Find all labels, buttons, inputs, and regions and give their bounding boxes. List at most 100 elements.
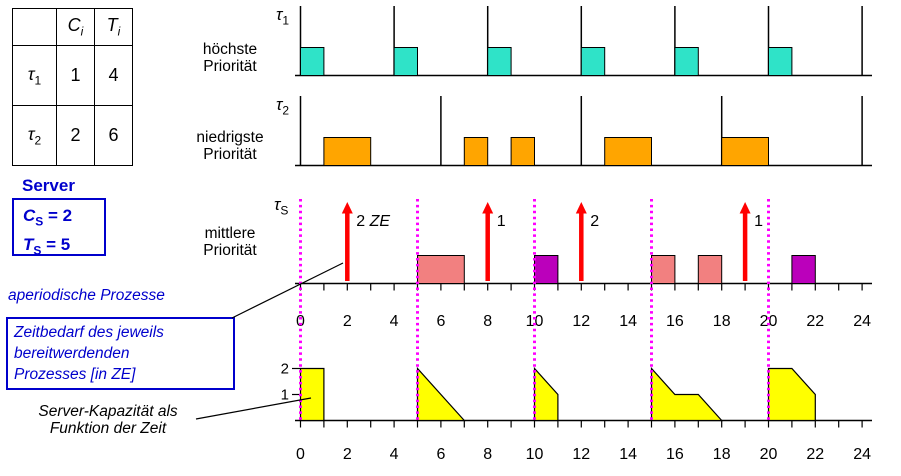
- capacity-axis-label: 18: [713, 446, 731, 463]
- capacity-polygon: [650, 366, 724, 422]
- tau1-exec-block: [580, 47, 606, 76]
- arrival-amount-label: 1: [497, 213, 506, 230]
- capacity-axis-label: 2: [343, 446, 352, 463]
- priority-line: niedrigste: [196, 129, 264, 146]
- priority-line: höchste: [202, 41, 258, 58]
- table-row: τ1 1 4: [12, 45, 133, 106]
- time-axis-label: 18: [713, 313, 731, 330]
- tau1-exec-block: [674, 47, 699, 76]
- ti-sub: i: [117, 24, 121, 39]
- table-cell-t2: 6: [94, 105, 133, 166]
- tau1-row-glyph: τ: [276, 5, 283, 24]
- tau2-row-glyph: τ: [276, 95, 283, 114]
- capacity-axis-label: 12: [572, 446, 590, 463]
- tau1-exec-block: [768, 47, 793, 76]
- capacity-function-label: Server-Kapazität als Funktion der Zeit: [22, 403, 194, 437]
- time-axis-label: 6: [436, 313, 445, 330]
- arrival-arrow-head: [575, 202, 587, 214]
- tau2-exec-block: [721, 137, 770, 166]
- capacity-axis-label: 0: [296, 446, 305, 463]
- table-header-ti: Ti: [94, 8, 133, 46]
- time-axis-label: 8: [483, 313, 492, 330]
- time-axis-label: 20: [760, 313, 778, 330]
- ci-base: C: [67, 15, 81, 36]
- capacity-y-label: 2: [281, 361, 289, 378]
- demand-note-box: Zeitbedarf des jeweils bereitwerdenden P…: [6, 317, 235, 390]
- time-axis-label: 12: [572, 313, 590, 330]
- server-exec-block: [791, 255, 816, 284]
- arrival-amount-label: 2: [590, 213, 599, 230]
- ts-sub: S: [33, 243, 42, 258]
- capacity-axis-label: 16: [666, 446, 684, 463]
- tau2-row-label: τ2: [276, 95, 289, 117]
- server-exec-block: [697, 255, 723, 284]
- time-axis-label: 10: [526, 313, 544, 330]
- capacity-label-line: Server-Kapazität als: [38, 403, 178, 420]
- ci-sub: i: [80, 24, 84, 39]
- time-axis-label: 22: [806, 313, 824, 330]
- table-header-ci: Ci: [56, 8, 95, 46]
- tau1-row-sub: 1: [282, 13, 290, 28]
- time-axis-label: 2: [343, 313, 352, 330]
- arrival-amount-label: 1: [754, 213, 763, 230]
- tauS-row-glyph: τ: [274, 195, 281, 214]
- ti-base: T: [106, 15, 118, 36]
- capacity-axis-label: 4: [390, 446, 399, 463]
- priority-line: Priorität: [203, 242, 257, 259]
- priority-line: mittlere: [204, 225, 256, 242]
- tauS-row-sub: S: [280, 203, 289, 218]
- cs-base: C: [23, 206, 36, 225]
- tau2-exec-block: [323, 137, 372, 166]
- tau2-exec-block: [510, 137, 536, 166]
- capacity-y-label: 1: [281, 387, 289, 404]
- table-header-row: Ci Ti: [12, 8, 133, 46]
- arrival-arrow-head: [482, 202, 494, 214]
- capacity-axis-label: 6: [436, 446, 445, 463]
- ts-value: = 5: [41, 235, 71, 255]
- arrival-amount-label: 2 ZE: [356, 213, 390, 230]
- time-axis-label: 14: [619, 313, 637, 330]
- tau2-exec-block: [463, 137, 489, 166]
- cs-value: = 2: [43, 206, 73, 225]
- tau2-glyph: τ: [27, 123, 35, 144]
- tau1-glyph: τ: [27, 63, 35, 84]
- table-corner-cell: [12, 8, 57, 46]
- tauS-row-label: τS: [274, 195, 288, 217]
- server-exec-block: [417, 255, 465, 284]
- cs-sub: S: [35, 214, 44, 229]
- table-cell-c1: 1: [56, 45, 95, 106]
- tau2-row-sub: 2: [282, 103, 290, 118]
- server-period-line: TS = 5: [23, 233, 104, 262]
- server-heading: Server: [22, 176, 75, 195]
- time-axis-label: 16: [666, 313, 684, 330]
- aperiodic-processes-label: aperiodische Prozesse: [8, 287, 165, 304]
- note-connector-line: [231, 262, 344, 319]
- priority-line: Priorität: [203, 146, 257, 163]
- tauS-priority-label: mittlere Priorität: [194, 225, 266, 259]
- capacity-connector-line: [195, 397, 312, 420]
- capacity-axis-label: 24: [853, 446, 871, 463]
- time-axis-label: 24: [853, 313, 871, 330]
- server-parameters-box: CS = 2 TS = 5: [12, 198, 106, 258]
- task-parameter-table: Ci Ti τ1 1 4 τ2 2 6: [12, 8, 133, 166]
- capacity-axis-label: 10: [526, 446, 544, 463]
- table-row-label-tau1: τ1: [12, 45, 57, 106]
- arrival-arrow-head: [739, 202, 751, 214]
- server-exec-block: [651, 255, 676, 284]
- tau2-sub: 2: [34, 133, 42, 148]
- server-capacity-line: CS = 2: [23, 204, 104, 233]
- server-exec-block: [534, 255, 559, 284]
- table-row-label-tau2: τ2: [12, 105, 57, 166]
- capacity-polygon: [767, 367, 816, 422]
- tau1-sub: 1: [34, 73, 42, 88]
- capacity-label-line: Funktion der Zeit: [49, 420, 167, 437]
- capacity-polygon: [299, 367, 325, 422]
- tau1-exec-block: [393, 47, 419, 76]
- tau1-priority-label: höchste Priorität: [194, 41, 266, 75]
- tau2-priority-label: niedrigste Priorität: [190, 129, 270, 163]
- table-cell-t1: 4: [94, 45, 133, 106]
- capacity-polygon: [533, 366, 559, 422]
- note-line: Zeitbedarf des jeweils: [14, 324, 164, 341]
- arrival-arrow-head: [341, 202, 353, 214]
- note-line: Prozesses [in ZE]: [14, 366, 136, 383]
